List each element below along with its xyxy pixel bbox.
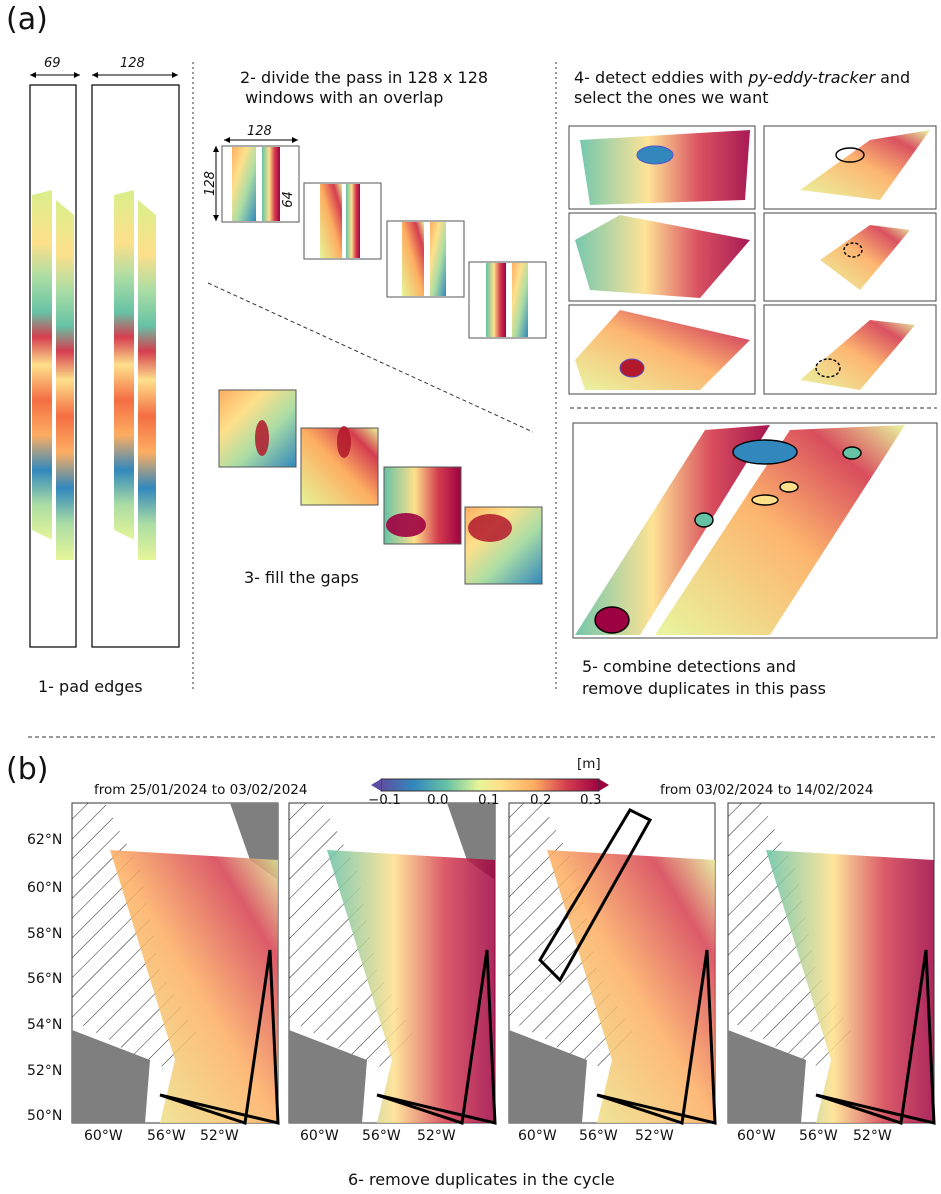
- colorbar-tick-1: −0.1: [368, 792, 401, 808]
- overlap-label: 64: [280, 191, 296, 208]
- step-5-caption-line2: remove duplicates in this pass: [582, 679, 826, 698]
- window-width-label: 128: [247, 124, 272, 139]
- padded-swath-right: [138, 200, 156, 560]
- lat-tick-54: 54°N: [27, 1017, 63, 1033]
- lat-tick-56: 56°N: [27, 971, 63, 987]
- step-4-caption-line1: 4- detect eddies with py-eddy-tracker an…: [574, 68, 910, 88]
- window-4: [468, 261, 547, 339]
- panel-a-label: (a): [6, 2, 48, 37]
- map1-lon-60: 60°W: [84, 1128, 123, 1144]
- map1-lon-52: 52°W: [200, 1128, 239, 1144]
- window-2: [303, 182, 382, 260]
- step-5-caption-line1: 5- combine detections and: [582, 657, 796, 676]
- map-3: [508, 802, 717, 1125]
- lat-tick-58: 58°N: [27, 926, 63, 942]
- map2-lon-60: 60°W: [300, 1128, 339, 1144]
- step-6-caption: 6- remove duplicates in the cycle: [348, 1170, 615, 1189]
- original-swath-right: [56, 200, 74, 560]
- lat-tick-62: 62°N: [27, 832, 63, 848]
- step-4-suffix: and: [875, 68, 911, 87]
- windows-illustration: [213, 137, 547, 339]
- colorbar-tick-2: 0.0: [427, 792, 449, 808]
- colorbar-tick-5: 0.3: [580, 792, 602, 808]
- map-4: [727, 802, 936, 1125]
- filled-windows-illustration: [218, 389, 543, 585]
- colorbar-tick-3: 0.1: [478, 792, 500, 808]
- map2-lon-52: 52°W: [417, 1128, 456, 1144]
- step-2-caption-line1: 2- divide the pass in 128 x 128: [240, 68, 489, 87]
- step-1-caption: 1- pad edges: [38, 677, 143, 696]
- map3-lon-56: 56°W: [579, 1128, 618, 1144]
- map2-lon-56: 56°W: [362, 1128, 401, 1144]
- map-2: [288, 802, 497, 1125]
- window-3: [386, 220, 465, 298]
- step-4-tool-name: py-eddy-tracker: [748, 68, 876, 87]
- map4-lon-56: 56°W: [799, 1128, 838, 1144]
- colorbar: [380, 778, 600, 792]
- padded-swath-left: [114, 190, 134, 540]
- padded-width-label: 128: [120, 56, 145, 71]
- lat-tick-60: 60°N: [27, 880, 63, 896]
- step-4-caption-line2: select the ones we want: [574, 88, 769, 107]
- map3-lon-52: 52°W: [635, 1128, 674, 1144]
- map4-lon-60: 60°W: [737, 1128, 776, 1144]
- pad-edges-illustration: [29, 72, 180, 648]
- map4-lon-52: 52°W: [853, 1128, 892, 1144]
- map3-lon-60: 60°W: [518, 1128, 557, 1144]
- divider-steps-2-3: [207, 282, 534, 433]
- colorbar-tick-4: 0.2: [530, 792, 552, 808]
- step-3-caption: 3- fill the gaps: [244, 568, 359, 587]
- step-2-caption-line2: windows with an overlap: [240, 88, 444, 107]
- period-2-title: from 03/02/2024 to 14/02/2024: [660, 782, 874, 798]
- step-4-prefix: 4- detect eddies with: [574, 68, 749, 87]
- map-1: [71, 802, 280, 1125]
- map1-lon-56: 56°W: [147, 1128, 186, 1144]
- lat-tick-52: 52°N: [27, 1063, 63, 1079]
- original-swath-left: [32, 190, 52, 540]
- combined-detections: [572, 422, 938, 639]
- padded-pass-frame: [91, 84, 180, 648]
- lat-tick-50: 50°N: [27, 1108, 63, 1124]
- colorbar-high-extension: [599, 779, 609, 791]
- colorbar-low-extension: [371, 779, 381, 791]
- detection-panels: [568, 125, 937, 395]
- period-1-title: from 25/01/2024 to 03/02/2024: [94, 782, 308, 798]
- pass-width-label: 69: [44, 56, 61, 71]
- window-height-label: 128: [202, 171, 218, 196]
- colorbar-unit: [m]: [577, 756, 601, 772]
- panel-b-label: (b): [6, 752, 49, 787]
